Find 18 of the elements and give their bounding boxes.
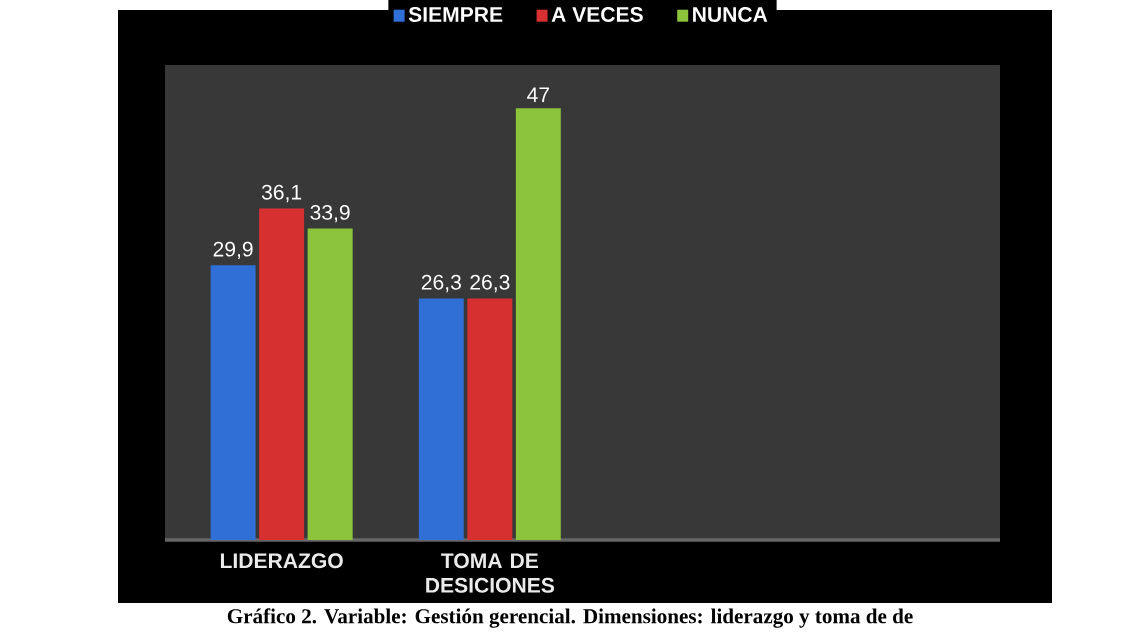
text: Gráfico 2. Variable: Gestión gerencial. Dimensiones: liderazgo y toma de de <box>227 608 913 628</box>
data-label: 26,3 <box>470 274 510 293</box>
bar <box>515 108 561 541</box>
data-label: 26,3 <box>421 274 461 293</box>
legend-label: NUNCA <box>693 7 768 22</box>
bar <box>418 298 464 541</box>
legend-label: A VECES <box>551 7 643 22</box>
bar <box>467 298 513 541</box>
legend-label: SIEMPRE <box>408 7 503 22</box>
bar <box>259 208 305 541</box>
bar <box>210 265 256 541</box>
data-label: 29,9 <box>213 241 253 260</box>
data-label: 33,9 <box>310 204 350 223</box>
bar <box>307 228 353 541</box>
data-label: 36,1 <box>261 184 302 203</box>
data-label: 47 <box>527 87 550 102</box>
x-tick-label: LIDERAZGO <box>220 553 343 569</box>
x-tick-label: TOMA DE DESICIONES <box>426 553 555 593</box>
